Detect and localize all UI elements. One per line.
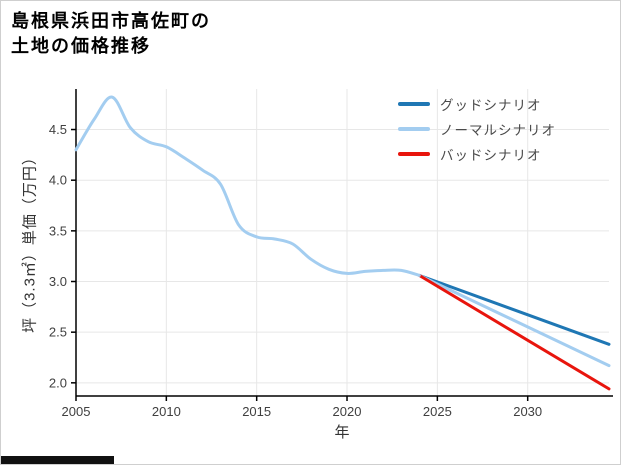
chart-title-line1: 島根県浜田市高佐町の (11, 11, 211, 31)
legend: グッドシナリオ ノーマルシナリオ バッドシナリオ (398, 91, 556, 166)
x-axis-label: 年 (334, 424, 350, 441)
legend-item-normal-scenario: ノーマルシナリオ (398, 116, 556, 141)
x-tick-label: 2030 (513, 404, 542, 419)
chart-title: 島根県浜田市高佐町の 土地の価格推移 (11, 9, 211, 59)
series-line-bad-scenario (417, 273, 611, 391)
x-tick-label: 2010 (152, 404, 181, 419)
x-tick-label: 2005 (62, 404, 91, 419)
y-tick-label: 3.0 (49, 274, 67, 289)
normal-scenario-line-swatch (398, 126, 430, 131)
good-scenario-line-swatch (398, 101, 430, 106)
y-tick-label: 2.0 (49, 375, 67, 390)
y-tick-label: 4.5 (49, 122, 67, 137)
bottom-left-black-bar (1, 456, 114, 464)
legend-item-good-scenario: グッドシナリオ (398, 91, 556, 116)
x-tick-label: 2025 (423, 404, 452, 419)
x-tick-label: 2020 (333, 404, 362, 419)
y-tick-label: 2.5 (49, 325, 67, 340)
legend-label-bad-scenario: バッドシナリオ (440, 147, 542, 163)
legend-label-normal-scenario: ノーマルシナリオ (440, 122, 556, 138)
series-line-historical (74, 95, 421, 277)
bad-scenario-line-swatch (398, 151, 430, 156)
chart-title-line2: 土地の価格推移 (11, 36, 151, 56)
x-tick-label: 2015 (242, 404, 271, 419)
y-axis-label: 坪（3.3㎡）単価（万円） (21, 149, 39, 333)
series-line-normal-scenario (417, 273, 611, 368)
y-tick-label: 4.0 (49, 173, 67, 188)
legend-item-bad-scenario: バッドシナリオ (398, 141, 556, 166)
y-tick-label: 3.5 (49, 223, 67, 238)
series-line-good-scenario (417, 273, 611, 346)
legend-label-good-scenario: グッドシナリオ (440, 97, 542, 113)
